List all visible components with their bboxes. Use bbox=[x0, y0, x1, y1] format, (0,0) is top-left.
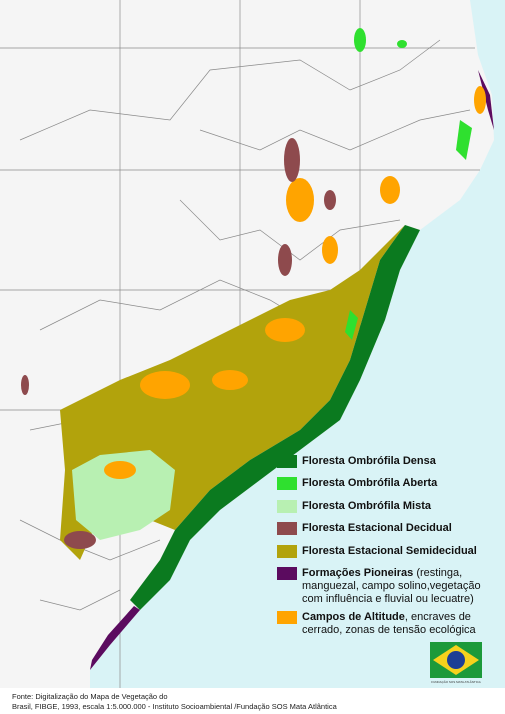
legend-text: Floresta Ombrófila Aberta bbox=[302, 477, 499, 490]
legend-item: Floresta Estacional Semidecidual bbox=[277, 545, 499, 558]
legend-swatch bbox=[277, 522, 297, 535]
legend-text: Campos de Altitude, encraves de cerrado,… bbox=[302, 611, 499, 637]
legend-item: Floresta Ombrófila Mista bbox=[277, 500, 499, 513]
legend-label: Campos de Altitude bbox=[302, 611, 405, 623]
logo-caption: FUNDAÇÃO SOS MATA ATLÂNTICA bbox=[431, 680, 481, 684]
legend-item: Floresta Ombrófila Densa bbox=[277, 455, 499, 468]
legend-item: Floresta Estacional Decidual bbox=[277, 522, 499, 535]
legend-swatch bbox=[277, 611, 297, 624]
legend-swatch bbox=[277, 567, 297, 580]
legend-swatch bbox=[277, 455, 297, 468]
legend-item: Formações Pioneiras (restinga, manguezal… bbox=[277, 567, 499, 606]
legend-text: Formações Pioneiras (restinga, manguezal… bbox=[302, 567, 499, 606]
legend-text: Floresta Ombrófila Mista bbox=[302, 500, 499, 513]
legend-swatch bbox=[277, 477, 297, 490]
legend-swatch bbox=[277, 545, 297, 558]
legend-text: Floresta Ombrófila Densa bbox=[302, 455, 499, 468]
legend-swatch bbox=[277, 500, 297, 513]
legend-item: Floresta Ombrófila Aberta bbox=[277, 477, 499, 490]
legend-text: Floresta Estacional Decidual bbox=[302, 522, 499, 535]
legend-label: Formações Pioneiras bbox=[302, 567, 414, 579]
legend-text: Floresta Estacional Semidecidual bbox=[302, 545, 499, 558]
legend-label: Floresta Estacional Semidecidual bbox=[302, 545, 477, 557]
legend-label: Floresta Ombrófila Mista bbox=[302, 500, 431, 512]
legend-note: (restinga, manguezal, campo solino,veget… bbox=[302, 567, 481, 605]
legend-item: Campos de Altitude, encraves de cerrado,… bbox=[277, 611, 499, 637]
legend-label: Floresta Ombrófila Densa bbox=[302, 455, 436, 467]
legend-note: , encraves de cerrado, zonas de tensão e… bbox=[302, 611, 476, 636]
source-line: Brasil, FIBGE, 1993, escala 1:5.000.000 … bbox=[12, 702, 337, 711]
legend-label: Floresta Estacional Decidual bbox=[302, 522, 452, 534]
source-line: Fonte: Digitalização do Mapa de Vegetaçã… bbox=[12, 692, 168, 701]
legend-label: Floresta Ombrófila Aberta bbox=[302, 477, 438, 489]
